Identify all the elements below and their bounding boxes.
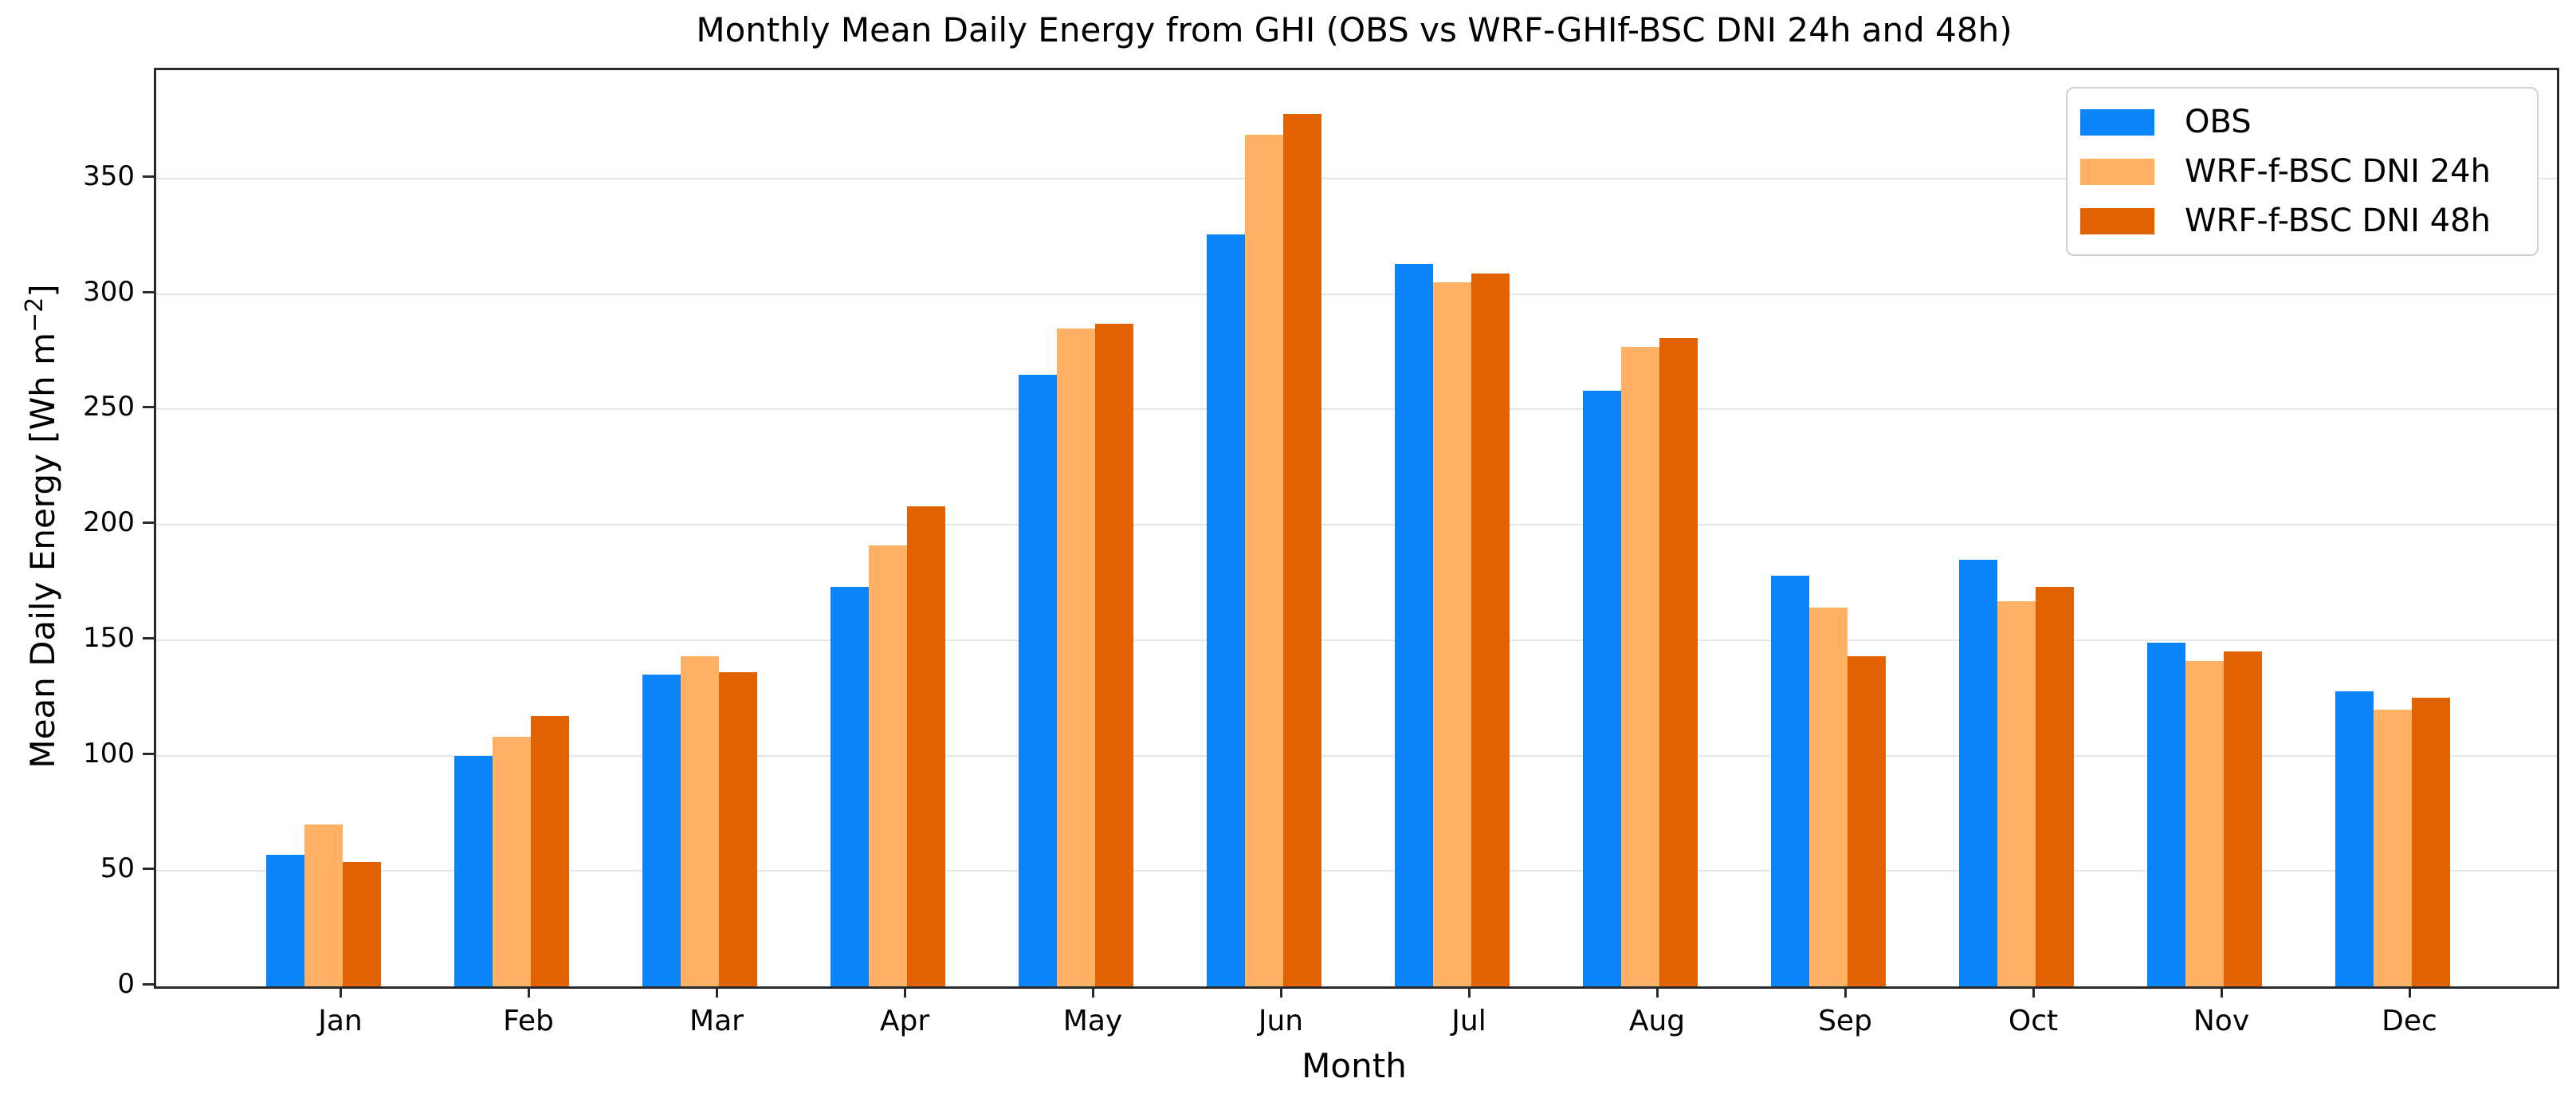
y-tick-label-0: 0 bbox=[117, 968, 135, 1000]
legend-label-obs: OBS bbox=[2185, 104, 2252, 140]
gridline-y-250 bbox=[156, 408, 2557, 411]
gridline-y-350 bbox=[156, 178, 2557, 180]
y-tick-label-350: 350 bbox=[83, 160, 135, 193]
x-tick-label-jun: Jun bbox=[1258, 1005, 1304, 1037]
x-tick-label-nov: Nov bbox=[2193, 1005, 2250, 1037]
bar-wrf-f-bsc-dni-48h-aug bbox=[1659, 337, 1698, 986]
bar-obs-oct bbox=[1959, 559, 1997, 986]
x-tick-mark-sep bbox=[1844, 986, 1847, 998]
y-tick-mark-50 bbox=[143, 868, 154, 871]
bar-obs-dec bbox=[2335, 691, 2374, 986]
bar-wrf-f-bsc-dni-24h-jun bbox=[1245, 135, 1283, 986]
bar-obs-may bbox=[1019, 375, 1057, 986]
bar-obs-jun bbox=[1207, 234, 1245, 986]
legend: OBS WRF-f-BSC DNI 24h WRF-f-BSC DNI 48h bbox=[2066, 87, 2539, 256]
bar-obs-apr bbox=[831, 587, 869, 986]
bar-wrf-f-bsc-dni-24h-jan bbox=[304, 824, 343, 986]
bar-wrf-f-bsc-dni-24h-nov bbox=[2185, 660, 2224, 986]
gridline-y-150 bbox=[156, 639, 2557, 641]
x-tick-mark-feb bbox=[528, 986, 530, 998]
bar-wrf-f-bsc-dni-48h-jan bbox=[343, 861, 381, 986]
y-tick-mark-100 bbox=[143, 752, 154, 755]
bar-obs-jan bbox=[266, 855, 304, 986]
x-tick-mark-jul bbox=[1468, 986, 1471, 998]
bar-wrf-f-bsc-dni-48h-mar bbox=[719, 672, 757, 986]
x-tick-mark-aug bbox=[1656, 986, 1659, 998]
x-tick-mark-mar bbox=[716, 986, 718, 998]
bar-obs-nov bbox=[2147, 642, 2185, 986]
legend-swatch-dni-48h bbox=[2080, 207, 2154, 234]
bar-wrf-f-bsc-dni-24h-aug bbox=[1621, 347, 1659, 986]
x-tick-mark-apr bbox=[904, 986, 906, 998]
x-tick-mark-jun bbox=[1280, 986, 1282, 998]
y-tick-label-100: 100 bbox=[83, 737, 135, 769]
gridline-y-300 bbox=[156, 293, 2557, 295]
bar-obs-jul bbox=[1395, 264, 1433, 986]
x-tick-mark-may bbox=[1092, 986, 1094, 998]
gridline-y-200 bbox=[156, 524, 2557, 526]
bar-obs-feb bbox=[454, 755, 493, 986]
y-tick-label-300: 300 bbox=[83, 275, 135, 308]
x-tick-label-sep: Sep bbox=[1818, 1005, 1872, 1037]
x-tick-label-jan: Jan bbox=[318, 1005, 363, 1037]
y-tick-mark-350 bbox=[143, 175, 154, 179]
bar-wrf-f-bsc-dni-48h-jun bbox=[1283, 114, 1321, 986]
y-tick-mark-300 bbox=[143, 290, 154, 293]
bar-wrf-f-bsc-dni-24h-oct bbox=[1997, 600, 2036, 986]
x-tick-mark-dec bbox=[2409, 986, 2411, 998]
y-tick-label-150: 150 bbox=[83, 621, 135, 654]
bar-obs-aug bbox=[1583, 391, 1621, 986]
gridline-y-50 bbox=[156, 870, 2557, 872]
legend-item-dni-24h: WRF-f-BSC DNI 24h bbox=[2080, 154, 2518, 189]
gridline-y-100 bbox=[156, 754, 2557, 757]
bar-wrf-f-bsc-dni-24h-jul bbox=[1433, 282, 1471, 986]
x-tick-label-may: May bbox=[1062, 1005, 1123, 1037]
bar-wrf-f-bsc-dni-24h-mar bbox=[681, 656, 719, 986]
bar-wrf-f-bsc-dni-24h-sep bbox=[1809, 608, 1848, 986]
bar-wrf-f-bsc-dni-48h-nov bbox=[2224, 651, 2262, 986]
x-tick-label-mar: Mar bbox=[689, 1005, 744, 1037]
x-tick-label-jul: Jul bbox=[1451, 1005, 1486, 1037]
x-tick-label-dec: Dec bbox=[2382, 1005, 2437, 1037]
bar-wrf-f-bsc-dni-24h-apr bbox=[869, 545, 907, 986]
x-tick-label-feb: Feb bbox=[503, 1005, 554, 1037]
bar-obs-sep bbox=[1771, 575, 1809, 986]
x-tick-label-aug: Aug bbox=[1628, 1005, 1686, 1037]
legend-item-obs: OBS bbox=[2080, 104, 2518, 140]
y-tick-label-250: 250 bbox=[83, 391, 135, 423]
legend-swatch-obs bbox=[2080, 108, 2154, 136]
y-tick-mark-150 bbox=[143, 636, 154, 640]
x-tick-label-apr: Apr bbox=[879, 1005, 930, 1037]
bar-wrf-f-bsc-dni-48h-feb bbox=[531, 716, 569, 986]
bar-wrf-f-bsc-dni-48h-sep bbox=[1848, 656, 1886, 986]
x-axis-label: Month bbox=[1302, 1046, 1407, 1085]
bar-wrf-f-bsc-dni-48h-jul bbox=[1471, 273, 1510, 986]
y-tick-mark-250 bbox=[143, 406, 154, 409]
bar-wrf-f-bsc-dni-48h-dec bbox=[2412, 698, 2450, 986]
x-tick-mark-oct bbox=[2032, 986, 2035, 998]
y-tick-mark-0 bbox=[143, 983, 154, 986]
chart-title: Monthly Mean Daily Energy from GHI (OBS … bbox=[696, 10, 2012, 49]
y-tick-label-200: 200 bbox=[83, 506, 135, 539]
bar-wrf-f-bsc-dni-48h-may bbox=[1095, 324, 1133, 986]
x-tick-mark-jan bbox=[340, 986, 342, 998]
legend-swatch-dni-24h bbox=[2080, 158, 2154, 185]
bar-wrf-f-bsc-dni-48h-oct bbox=[2036, 587, 2074, 986]
x-tick-mark-nov bbox=[2221, 986, 2223, 998]
legend-item-dni-48h: WRF-f-BSC DNI 48h bbox=[2080, 203, 2518, 238]
x-tick-label-oct: Oct bbox=[2008, 1005, 2059, 1037]
bar-wrf-f-bsc-dni-24h-may bbox=[1057, 329, 1095, 986]
y-tick-label-50: 50 bbox=[100, 852, 135, 885]
legend-label-dni-48h: WRF-f-BSC DNI 48h bbox=[2185, 203, 2491, 239]
bar-obs-mar bbox=[642, 675, 681, 986]
legend-label-dni-24h: WRF-f-BSC DNI 24h bbox=[2185, 153, 2491, 190]
y-tick-mark-200 bbox=[143, 521, 154, 525]
bar-wrf-f-bsc-dni-24h-feb bbox=[493, 737, 531, 986]
bar-wrf-f-bsc-dni-24h-dec bbox=[2374, 709, 2412, 986]
bar-wrf-f-bsc-dni-48h-apr bbox=[907, 506, 945, 986]
